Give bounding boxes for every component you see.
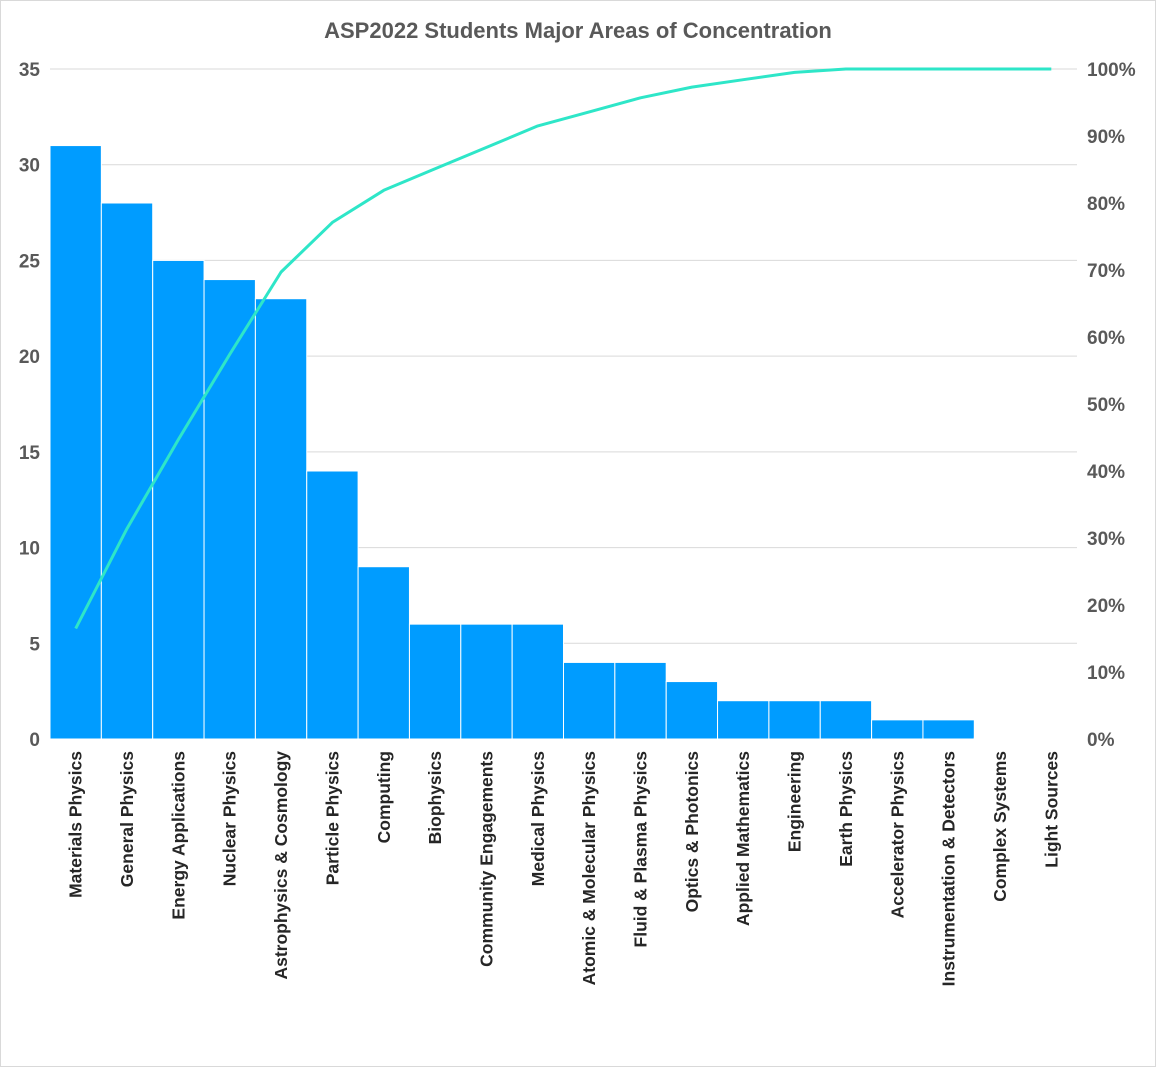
bar xyxy=(1025,737,1078,740)
y2-tick-label: 80% xyxy=(1087,194,1125,215)
bar xyxy=(152,259,205,740)
y2-tick-label: 10% xyxy=(1087,663,1125,684)
bar xyxy=(100,202,154,740)
y-tick-label: 0 xyxy=(29,730,40,751)
bar xyxy=(511,623,565,740)
x-tick-label: Community Engagements xyxy=(477,751,497,967)
y-tick-label: 15 xyxy=(19,443,41,464)
x-tick-label: Instrumentation & Detectors xyxy=(939,751,959,987)
y-tick-label: 25 xyxy=(19,251,41,272)
bar xyxy=(819,700,873,740)
x-tick-label: Particle Physics xyxy=(322,751,342,886)
bar xyxy=(203,279,256,740)
y2-tick-label: 90% xyxy=(1087,127,1125,148)
y2-tick-label: 30% xyxy=(1087,529,1125,550)
x-tick-label: Energy Applications xyxy=(168,751,188,920)
y-axis-left: 0 5 10 15 20 25 30 35 xyxy=(19,60,41,751)
x-tick-label: Earth Physics xyxy=(836,751,856,867)
bar xyxy=(49,145,102,740)
x-tick-label: Astrophysics & Cosmology xyxy=(271,751,291,980)
y-axis-right: 0% 10% 20% 30% 40% 50% 60% 70% 80% 90% 100% xyxy=(1087,60,1136,751)
bar xyxy=(768,700,821,740)
x-axis: Materials Physics General Physics Energy A… xyxy=(66,751,1062,987)
y2-tick-label: 60% xyxy=(1087,328,1125,349)
x-tick-label: Applied Mathematics xyxy=(733,751,753,926)
x-tick-label: Materials Physics xyxy=(66,751,86,898)
bar xyxy=(665,681,719,740)
x-tick-label: General Physics xyxy=(117,751,137,887)
bar xyxy=(254,298,308,740)
x-tick-label: Engineering xyxy=(785,751,805,852)
x-tick-label: Accelerator Physics xyxy=(887,751,907,919)
y-tick-label: 30 xyxy=(19,156,40,177)
x-tick-label: Computing xyxy=(374,751,394,843)
x-tick-label: Fluid & Plasma Physics xyxy=(631,751,651,948)
x-tick-label: Optics & Photonics xyxy=(682,751,702,913)
x-tick-label: Atomic & Molecular Physics xyxy=(579,751,599,986)
y-tick-label: 5 xyxy=(29,634,40,655)
x-tick-label: Medical Physics xyxy=(528,751,548,886)
y-tick-label: 35 xyxy=(19,60,41,81)
y2-tick-label: 50% xyxy=(1087,395,1125,416)
bar xyxy=(717,700,770,740)
y2-tick-label: 40% xyxy=(1087,462,1125,483)
bar xyxy=(563,661,616,740)
bar xyxy=(922,719,975,740)
cumulative-line xyxy=(74,67,1052,630)
bar-series xyxy=(49,145,1078,740)
x-tick-label: Biophysics xyxy=(425,751,445,845)
chart-title: ASP2022 Students Major Areas of Concentr… xyxy=(324,18,832,43)
bar xyxy=(460,623,513,740)
bar xyxy=(973,737,1027,740)
y2-tick-label: 20% xyxy=(1087,596,1125,617)
x-tick-label: Nuclear Physics xyxy=(220,751,240,886)
y-tick-label: 10 xyxy=(19,539,40,560)
bar xyxy=(871,719,924,740)
bar xyxy=(306,470,359,740)
x-tick-label: Complex Systems xyxy=(990,751,1010,902)
cumulative-line-series xyxy=(74,67,1052,630)
y2-tick-label: 0% xyxy=(1087,730,1115,751)
bar xyxy=(408,623,462,740)
bar xyxy=(614,661,667,740)
bar xyxy=(357,566,410,740)
y2-tick-label: 100% xyxy=(1087,60,1136,81)
y-tick-label: 20 xyxy=(19,347,40,368)
y2-tick-label: 70% xyxy=(1087,261,1125,282)
x-tick-label: Light Sources xyxy=(1041,751,1061,868)
